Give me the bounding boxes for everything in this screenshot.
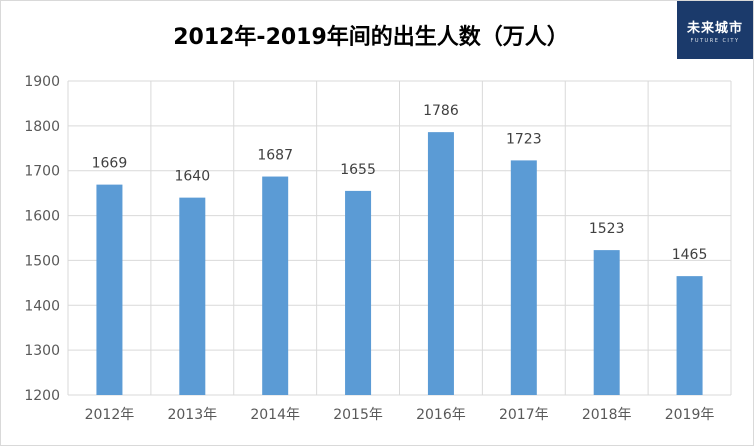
y-tick-label: 1600 — [24, 209, 60, 225]
data-label: 1687 — [257, 148, 293, 164]
y-tick-label: 1900 — [24, 74, 60, 90]
data-label: 1669 — [92, 156, 128, 172]
bar — [345, 190, 372, 395]
bar — [96, 184, 123, 395]
x-tick-label: 2012年 — [85, 407, 135, 423]
x-tick-label: 2015年 — [333, 407, 383, 423]
chart-title: 2012年-2019年间的出生人数（万人） — [173, 25, 569, 50]
y-tick-label: 1400 — [24, 298, 60, 314]
bar — [676, 276, 703, 395]
data-label: 1723 — [506, 131, 542, 147]
bar — [427, 132, 454, 395]
x-tick-label: 2017年 — [499, 407, 549, 423]
bar — [179, 197, 206, 395]
bar — [510, 160, 537, 395]
y-tick-label: 1700 — [24, 164, 60, 180]
y-tick-label: 1200 — [24, 388, 60, 404]
data-label: 1655 — [340, 162, 376, 178]
y-tick-label: 1800 — [24, 119, 60, 135]
x-tick-label: 2018年 — [582, 407, 632, 423]
bar — [593, 250, 620, 395]
data-label: 1640 — [174, 169, 210, 185]
y-tick-label: 1500 — [24, 253, 60, 269]
bar — [262, 176, 289, 395]
y-tick-label: 1300 — [24, 343, 60, 359]
x-tick-label: 2019年 — [665, 407, 715, 423]
logo-subtext: FUTURE CITY — [690, 37, 740, 44]
x-tick-label: 2014年 — [250, 407, 300, 423]
x-tick-label: 2016年 — [416, 407, 466, 423]
data-label: 1786 — [423, 103, 459, 119]
logo-text: 未来城市 — [686, 20, 743, 36]
data-label: 1465 — [672, 247, 708, 263]
brand-logo: 未来城市 FUTURE CITY — [677, 1, 753, 59]
x-tick-label: 2013年 — [167, 407, 217, 423]
data-label: 1523 — [589, 221, 625, 237]
